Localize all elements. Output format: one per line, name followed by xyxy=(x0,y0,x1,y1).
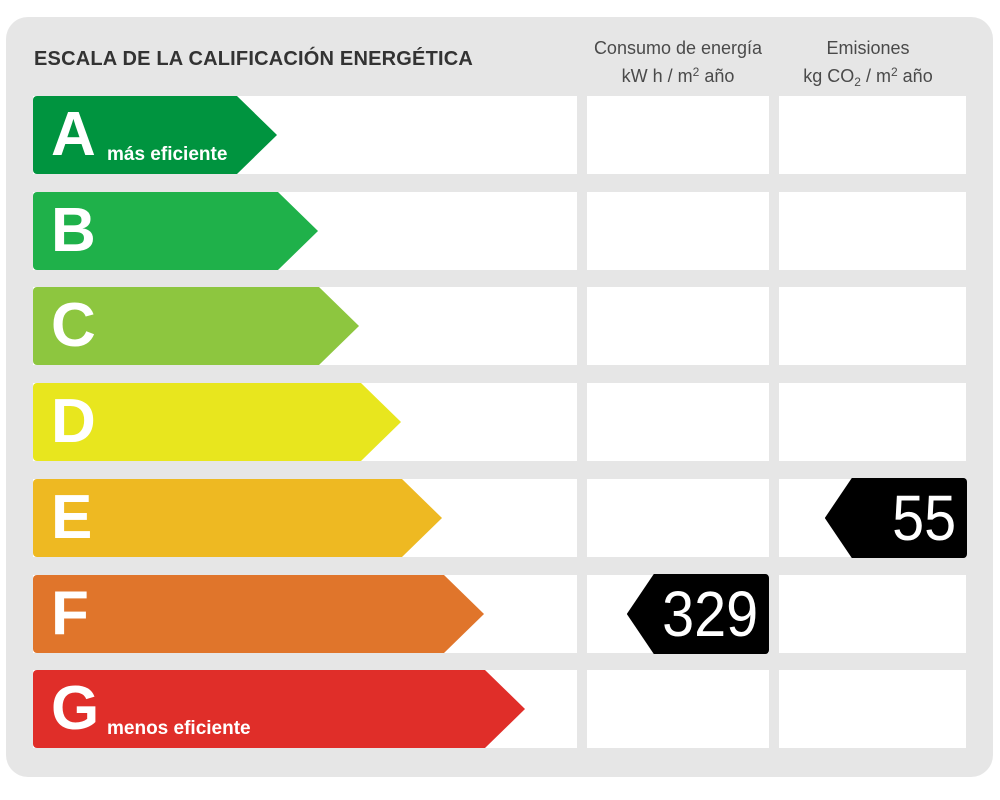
emissions-header-unit: kg CO2 / m2 año xyxy=(803,65,933,89)
consumption-cell xyxy=(587,479,769,557)
emissions-value: 55 xyxy=(892,482,957,554)
rating-sublabel: más eficiente xyxy=(107,144,228,165)
rating-letter: E xyxy=(51,483,93,552)
rating-letter: F xyxy=(51,579,89,648)
consumption-value: 329 xyxy=(662,578,759,650)
consumption-header-unit: kW h / m2 año xyxy=(621,65,735,86)
consumption-cell xyxy=(587,192,769,270)
rating-arrow-c: C xyxy=(33,287,359,365)
emissions-cell xyxy=(779,575,966,653)
rating-letter: D xyxy=(51,387,96,456)
emissions-cell xyxy=(779,96,966,174)
rating-arrow-f: F xyxy=(33,575,484,653)
rating-letter: C xyxy=(51,291,96,360)
consumption-cell xyxy=(587,96,769,174)
emissions-cell xyxy=(779,670,966,748)
emissions-header-label: Emisiones xyxy=(826,38,910,58)
consumption-cell xyxy=(587,383,769,461)
emissions-column-header: Emisiones kg CO2 / m2 año xyxy=(770,34,966,90)
rating-arrow-e: E xyxy=(33,479,442,557)
rating-letter: B xyxy=(51,196,96,265)
emissions-cell xyxy=(779,192,966,270)
rating-sublabel: menos eficiente xyxy=(107,718,251,739)
emissions-cell xyxy=(779,383,966,461)
consumption-cell xyxy=(587,670,769,748)
consumption-value-badge: 329 xyxy=(626,574,769,654)
consumption-header-label: Consumo de energía xyxy=(593,38,763,58)
rating-letter: G xyxy=(51,674,100,743)
emissions-value-badge: 55 xyxy=(824,478,967,558)
rating-letter: A xyxy=(51,100,96,169)
scale-title: ESCALA DE LA CALIFICACIÓN ENERGÉTICA xyxy=(34,48,474,70)
rating-arrow-b: B xyxy=(33,192,318,270)
consumption-column-header: Consumo de energía kW h / m2 año xyxy=(578,34,778,90)
emissions-cell xyxy=(779,287,966,365)
consumption-cell xyxy=(587,287,769,365)
rating-arrow-d: D xyxy=(33,383,401,461)
